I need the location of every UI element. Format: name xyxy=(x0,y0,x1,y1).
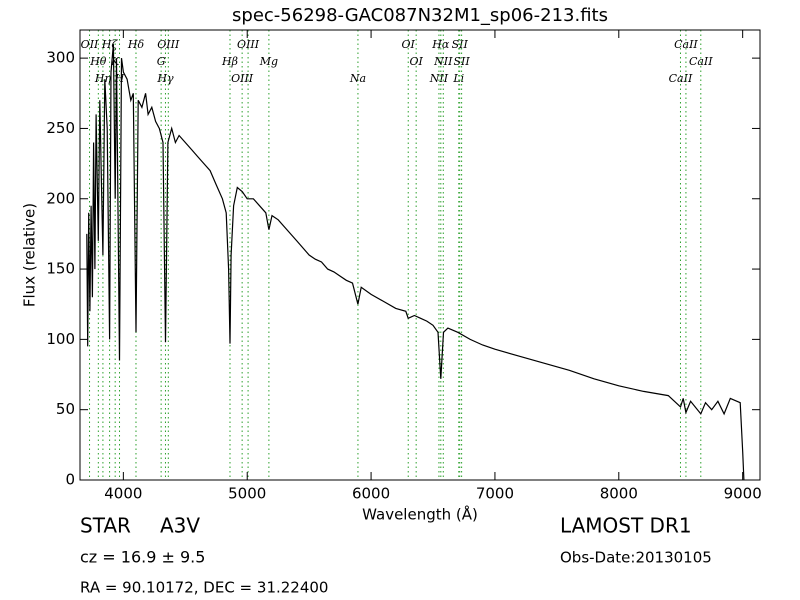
x-tick-label: 7000 xyxy=(476,485,514,503)
spectral-line-label: G xyxy=(157,55,166,68)
x-tick-label: 4000 xyxy=(104,485,142,503)
subclass: A3V xyxy=(160,514,200,538)
spectral-line-label: Hθ xyxy=(89,55,107,68)
redshift: cz = 16.9 ± 9.5 xyxy=(80,548,205,567)
y-tick-label: 0 xyxy=(65,471,75,489)
spectral-line-label: NII xyxy=(429,72,449,85)
spectral-line-label: Na xyxy=(349,72,366,85)
spectral-line-label: Hζ xyxy=(101,38,119,51)
chart-title: spec-56298-GAC087N32M1_sp06-213.fits xyxy=(232,5,608,26)
spectral-line-label: OII xyxy=(81,38,99,51)
y-tick-label: 100 xyxy=(46,330,75,348)
y-tick-label: 200 xyxy=(46,189,75,207)
x-tick-label: 8000 xyxy=(600,485,638,503)
spectral-line-label: Hα xyxy=(431,38,450,51)
x-tick-label: 9000 xyxy=(724,485,762,503)
y-tick-label: 150 xyxy=(46,260,75,278)
survey: LAMOST DR1 xyxy=(560,514,692,538)
spectral-line-label: NII xyxy=(433,55,453,68)
spectral-line-label: H xyxy=(114,72,125,85)
y-tick-label: 250 xyxy=(46,119,75,137)
spectral-line-label: Mg xyxy=(259,55,278,68)
spectral-line-label: OI xyxy=(402,38,416,51)
spectral-line-label: OIII xyxy=(157,38,180,51)
spectral-line-label: OIII xyxy=(237,38,260,51)
spectrum xyxy=(86,44,745,481)
spectral-line-label: SII xyxy=(454,55,471,68)
plot-frame xyxy=(79,29,761,481)
spectral-line-label: Hβ xyxy=(221,55,238,68)
coordinates: RA = 90.10172, DEC = 31.22400 xyxy=(80,579,328,597)
spectral-line-label: Hη xyxy=(94,72,112,85)
spectral-line-label: Li xyxy=(452,72,464,85)
spectral-line-label: Hγ xyxy=(156,72,174,85)
spectral-line-label: OIII xyxy=(231,72,254,85)
spectral-line-label: OI xyxy=(409,55,423,68)
spectral-line-label: CaII xyxy=(689,55,713,68)
x-axis-label: Wavelength (Å) xyxy=(362,505,478,524)
spectral-line-label: Hδ xyxy=(127,38,145,51)
y-tick-label: 300 xyxy=(46,49,75,67)
obs-date: Obs-Date:20130105 xyxy=(560,549,712,567)
spectral-line-label: K xyxy=(110,55,120,68)
object-class: STAR xyxy=(80,514,131,538)
y-axis-label: Flux (relative) xyxy=(21,203,39,307)
x-tick-label: 6000 xyxy=(352,485,390,503)
spectral-line-label: CaII xyxy=(669,72,693,85)
y-tick-label: 50 xyxy=(56,400,75,418)
spectral-line-label: SII xyxy=(452,38,469,51)
x-tick-label: 5000 xyxy=(228,485,266,503)
spectral-line-label: CaII xyxy=(674,38,698,51)
